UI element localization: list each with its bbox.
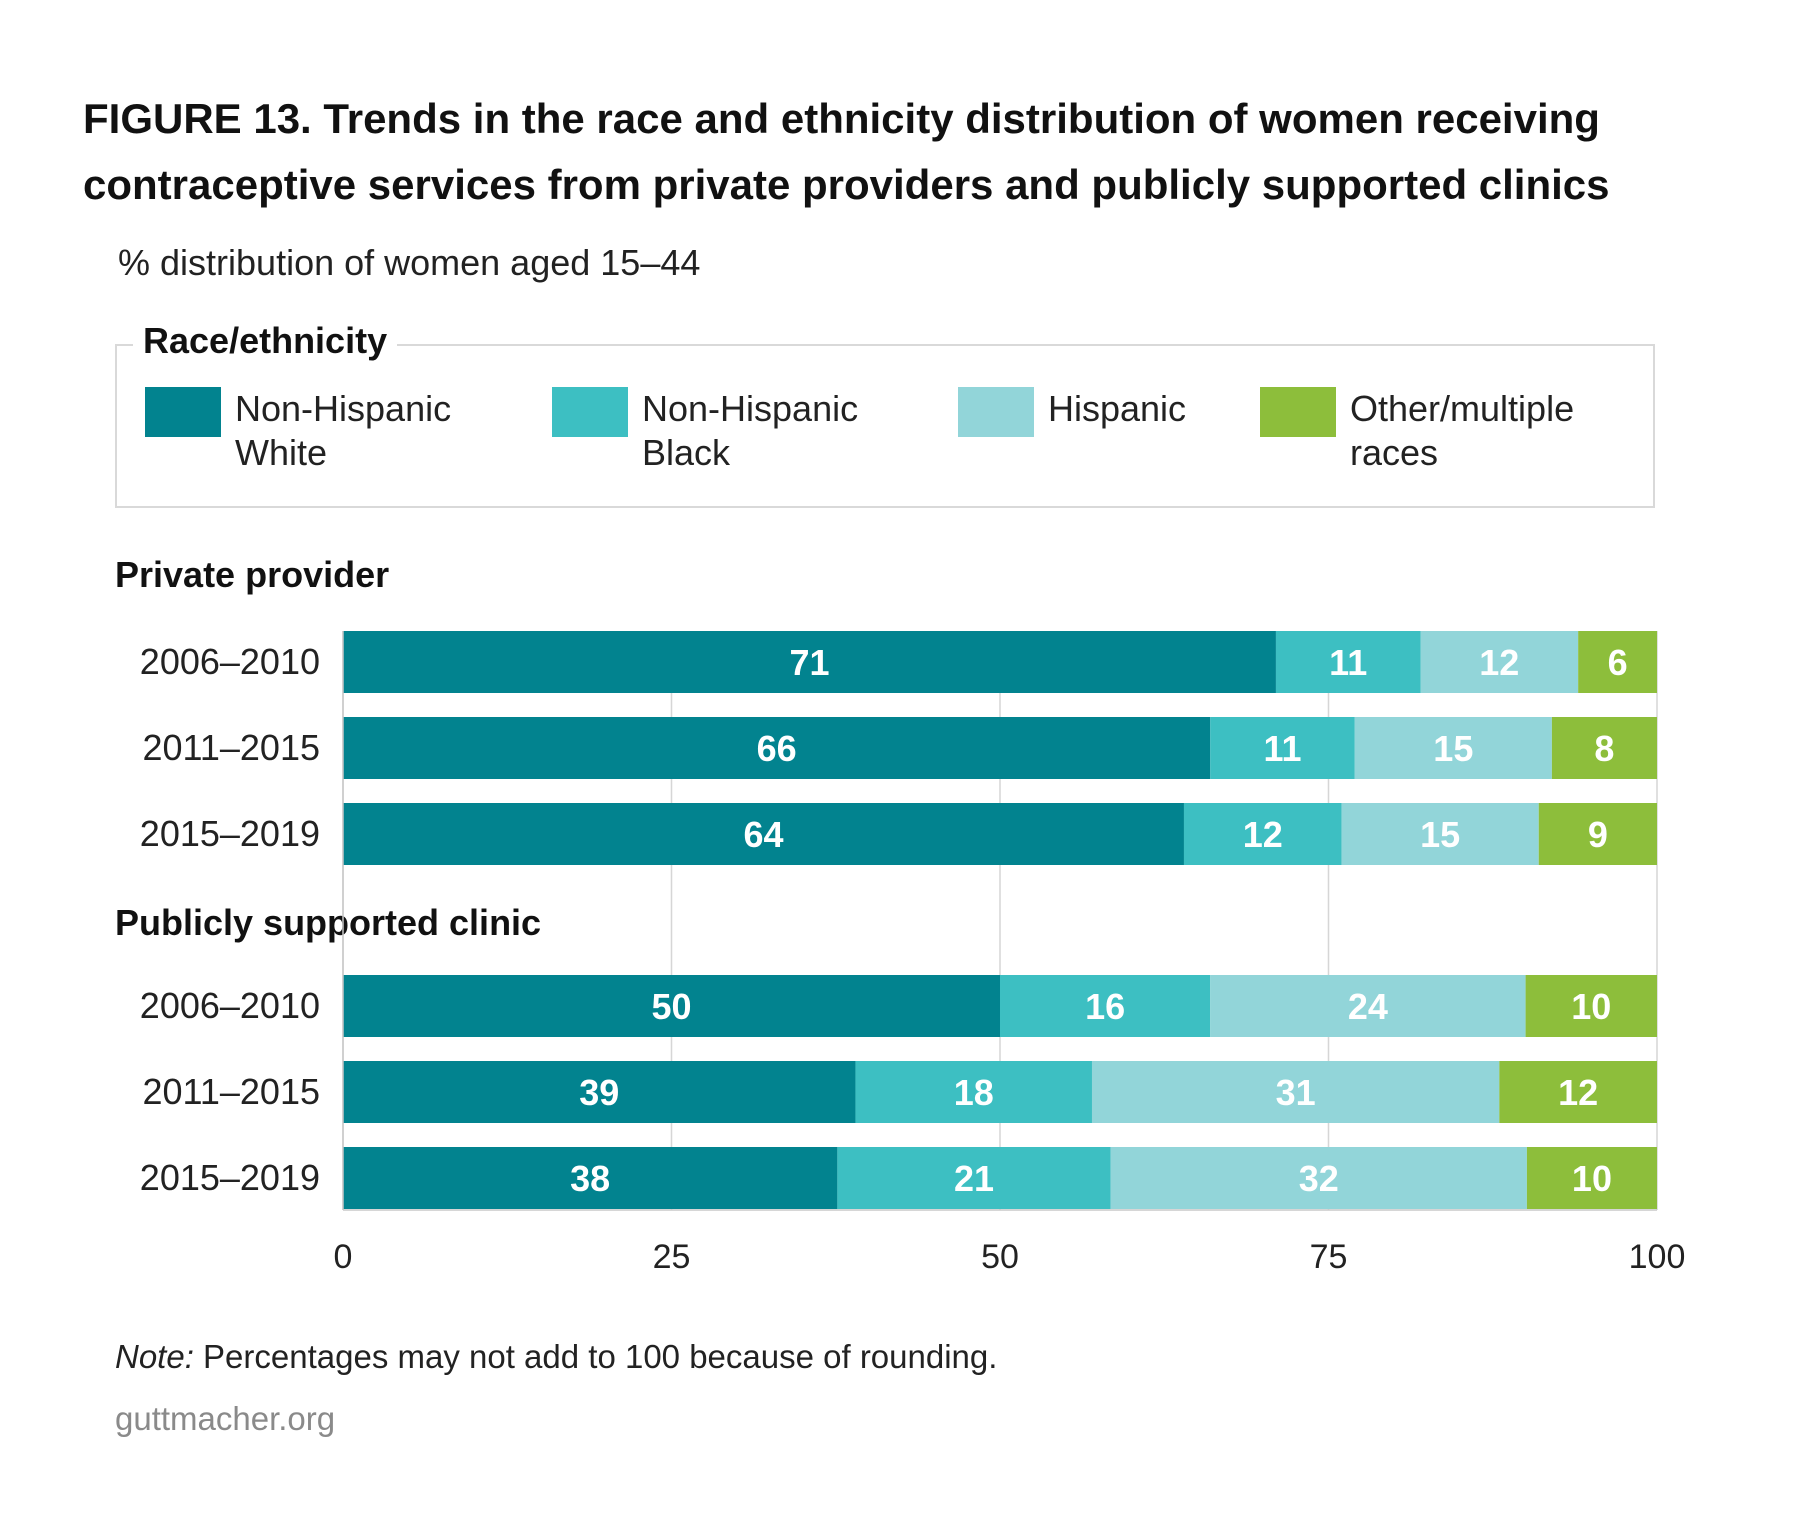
row-label: 2006–2010 [140,641,320,682]
bar-segment [343,717,1211,779]
bar-segment [343,631,1276,693]
legend-swatch-non-hispanic-white [145,387,221,437]
bar-segment [1525,975,1657,1037]
bar-segment [343,975,1000,1037]
x-tick-label: 75 [1310,1238,1348,1276]
x-tick-label: 25 [653,1238,691,1276]
data-label: 16 [1085,986,1125,1027]
source-label: guttmacher.org [115,1400,336,1437]
legend-label-hispanic: Hispanic [1048,388,1187,429]
chart-title: FIGURE 13. Trends in the race and ethnic… [83,95,1610,208]
bar-segment [1275,631,1421,693]
data-label: 6 [1608,642,1628,683]
bar-segment [837,1147,1111,1209]
data-label: 66 [757,728,797,769]
data-label: 11 [1329,642,1367,683]
data-label: 39 [579,1072,619,1113]
bar-segment [1000,975,1211,1037]
bar-segment [343,1061,856,1123]
bar-segment [1551,717,1657,779]
data-label: 18 [954,1072,994,1113]
bar-segment [1341,803,1539,865]
bar-segment [1499,1061,1657,1123]
footnote-text: Percentages may not add to 100 because o… [193,1338,998,1375]
legend-label-non-hispanic-white: Non-Hispanic White [235,388,452,473]
data-label: 32 [1299,1158,1339,1199]
bar-segment [1354,717,1552,779]
data-label: 15 [1420,814,1460,855]
data-label: 71 [789,642,829,683]
row-label: 2006–2010 [140,985,320,1026]
bar-segment [1526,1147,1657,1209]
bar-segment [1091,1061,1500,1123]
data-label: 24 [1348,986,1388,1027]
bar-segment [1578,631,1657,693]
bar-segment [1420,631,1579,693]
data-label: 15 [1433,728,1473,769]
data-label: 8 [1594,728,1614,769]
data-label: 31 [1276,1072,1316,1113]
data-label: 10 [1571,986,1611,1027]
footnote-label: Note: [115,1338,194,1375]
legend-box [115,344,1655,508]
group-label: Publicly supported clinic [115,902,541,943]
bar-segment [1538,803,1657,865]
data-label: 10 [1572,1158,1612,1199]
row-label: 2015–2019 [140,813,320,854]
bar-segment [855,1061,1092,1123]
legend-title: Race/ethnicity [133,320,398,362]
x-tick-label: 100 [1629,1238,1686,1276]
bar-segment [1110,1147,1527,1209]
data-label: 12 [1243,814,1283,855]
legend-swatch-hispanic [958,387,1034,437]
bar-segment [1210,717,1355,779]
data-label: 12 [1558,1072,1598,1113]
bar-segment [1210,975,1526,1037]
data-label: 64 [743,814,783,855]
row-label: 2011–2015 [142,1071,320,1112]
legend-label-other-multiple: Other/multiple races [1350,388,1575,473]
data-label: 38 [570,1158,610,1199]
row-label: 2011–2015 [142,727,320,768]
x-tick-label: 0 [334,1238,353,1276]
chart-subtitle: % distribution of women aged 15–44 [118,242,701,283]
group-label: Private provider [115,554,389,595]
bar-segment [343,803,1184,865]
row-label: 2015–2019 [140,1157,320,1198]
data-label: 11 [1263,728,1301,769]
bar-segment [1183,803,1342,865]
legend-label-non-hispanic-black: Non-Hispanic Black [642,388,859,473]
legend-swatch-other-multiple [1260,387,1336,437]
data-label: 9 [1588,814,1608,855]
bar-segment [343,1147,838,1209]
footnote: Note: Percentages may not add to 100 bec… [115,1338,997,1376]
data-label: 21 [954,1158,994,1199]
legend-swatch-non-hispanic-black [552,387,628,437]
data-label: 12 [1479,642,1519,683]
x-tick-label: 50 [981,1238,1019,1276]
data-label: 50 [651,986,691,1027]
